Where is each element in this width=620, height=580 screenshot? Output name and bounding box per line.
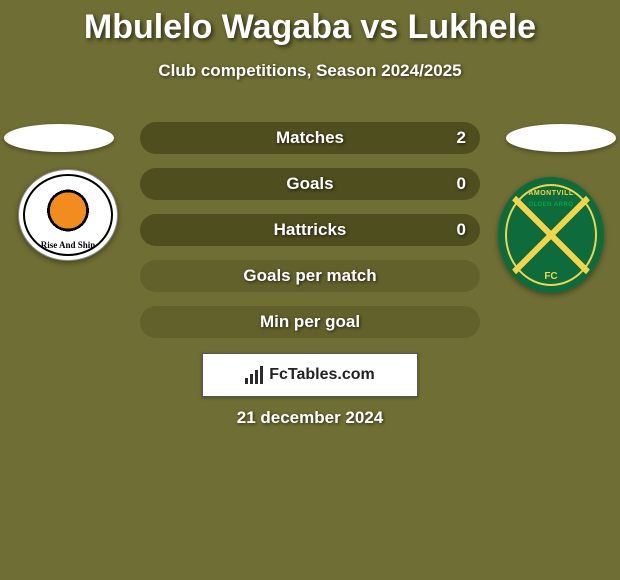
stat-row: Min per goal [140,306,480,338]
page-title: Mbulelo Wagaba vs Lukhele [0,0,620,47]
stat-row: Matches 2 [140,122,480,154]
stat-label: Goals [286,174,333,194]
badge-right-text-fc: FC [501,271,601,282]
stat-value-right: 0 [457,220,466,240]
stat-label: Matches [276,128,344,148]
subtitle: Club competitions, Season 2024/2025 [0,61,620,81]
date-label: 21 december 2024 [0,408,620,428]
stat-value-right: 0 [457,174,466,194]
brand-label: FcTables.com [269,366,375,384]
stat-label: Min per goal [260,312,360,332]
player-slot-right [506,124,616,152]
club-badge-right: AMONTVILL OLDEN ARRO FC [498,177,604,293]
stat-label: Goals per match [243,266,376,286]
bars-icon [245,366,263,384]
badge-right-text-top: AMONTVILL [501,190,601,197]
stat-row: Goals per match [140,260,480,292]
player-slot-left [4,124,114,152]
stat-row: Hattricks 0 [140,214,480,246]
stat-value-right: 2 [457,128,466,148]
stat-label: Hattricks [274,220,347,240]
stats-container: Matches 2 Goals 0 Hattricks 0 Goals per … [140,122,480,352]
club-badge-left [18,169,118,261]
brand-badge: FcTables.com [202,353,418,397]
stat-row: Goals 0 [140,168,480,200]
badge-right-text-sub: OLDEN ARRO [501,202,601,208]
